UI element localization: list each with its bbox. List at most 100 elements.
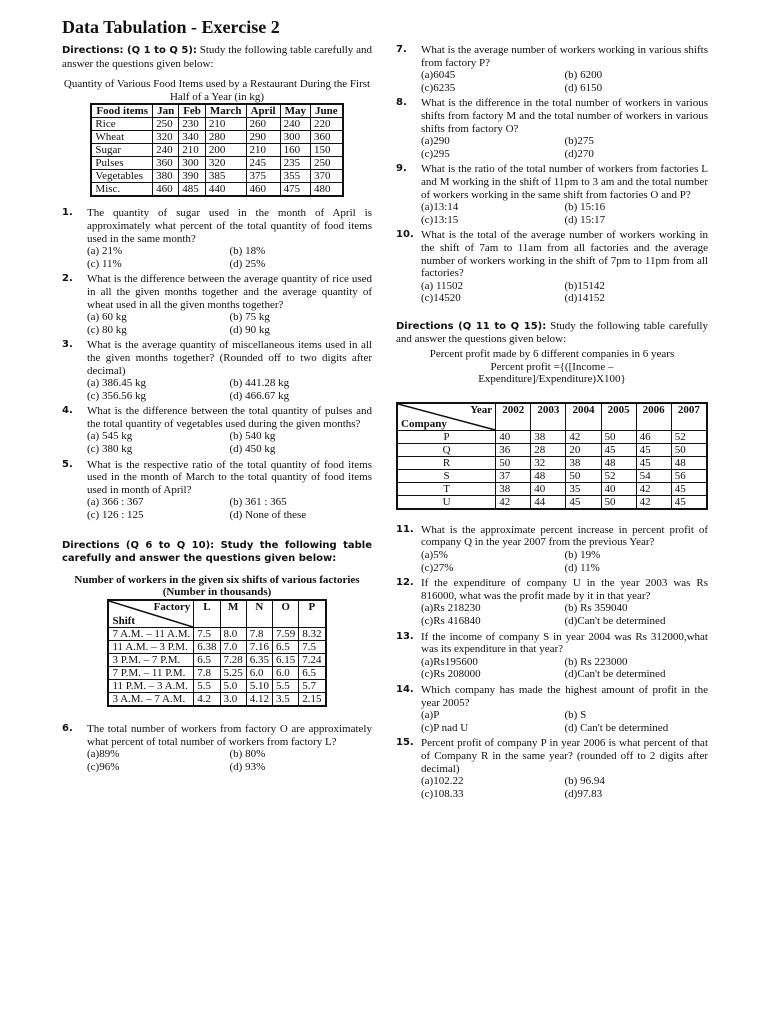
table-cell: 50 — [670, 442, 708, 457]
table-cell: 42 — [635, 481, 672, 496]
answer-option: (a) 366 : 367 — [87, 496, 144, 509]
corner-cell: Factory Shift — [107, 599, 195, 628]
table-cell: 3.0 — [219, 692, 247, 707]
question-number: 14. — [396, 683, 414, 695]
corner-bottom: Company — [401, 417, 447, 430]
question: 7. What is the average number of workers … — [396, 44, 708, 94]
table-cell: 375 — [245, 169, 281, 184]
column-header: May — [279, 103, 311, 119]
answer-option: (b) 18% — [229, 245, 266, 258]
answer-option: (b) 441.28 kg — [229, 377, 290, 390]
question: 5. What is the respective ratio of the to… — [62, 459, 372, 522]
table-cell: 5.7 — [298, 679, 327, 693]
question-text: What is the difference between the total… — [87, 405, 372, 430]
question-body: What is the average number of workers wo… — [421, 44, 708, 94]
table-cell: 7.8 — [245, 627, 274, 641]
table-cell: 36 — [495, 442, 532, 457]
question: 9. What is the ratio of the total number … — [396, 163, 708, 226]
question-body: What is the ratio of the total number of… — [421, 163, 708, 226]
table-cell: 210 — [204, 117, 247, 132]
directions-label: Directions: (Q 1 to Q 5): — [62, 45, 197, 56]
table-row: 11 P.M. – 3 A.M. 5.5 5.0 5.10 5.5 5.7 — [107, 679, 327, 693]
table-cell: 385 — [204, 169, 247, 184]
column-header: O — [272, 599, 300, 628]
answer-option: (c)295 — [421, 147, 450, 160]
directions-text: Study the following table carefully and … — [62, 44, 372, 70]
row-label: 3 P.M. – 7 P.M. — [107, 653, 195, 667]
question-body: What is the difference between the total… — [87, 405, 372, 455]
column-header: 2006 — [635, 402, 672, 431]
table-cell: 42 — [565, 429, 602, 444]
question-text: What is the difference in the total numb… — [421, 97, 708, 135]
answer-option: (b) 6200 — [564, 69, 603, 82]
table-cell: 370 — [309, 169, 344, 184]
table-cell: 40 — [530, 481, 567, 496]
answer-option: (b) 75 kg — [229, 311, 270, 324]
table-cell: 7.8 — [193, 666, 221, 680]
question-number: 10. — [396, 229, 414, 241]
corner-header: Factory Shift — [109, 601, 193, 627]
answer-option: (c) 126 : 125 — [87, 509, 144, 522]
data-table: Food items Jan Feb March April May June Rice 250… — [90, 103, 344, 198]
question: 3. What is the average quantity of miscel… — [62, 339, 372, 402]
question: 4. What is the difference between the tot… — [62, 405, 372, 455]
table-cell: 40 — [495, 429, 532, 444]
right-column: 7. What is the average number of workers … — [396, 44, 708, 803]
table-cell: 50 — [600, 494, 637, 510]
question-number: 4. — [62, 405, 73, 417]
table-row: Rice 250 230 210 260 240 220 — [90, 117, 344, 132]
question-body: What is the respective ratio of the tota… — [87, 459, 372, 522]
row-label: Sugar — [90, 143, 154, 158]
answer-option: (b) 361 : 365 — [229, 496, 287, 509]
answer-option: (d)Can't be determined — [564, 615, 666, 627]
answer-option: (a) 11502 — [421, 279, 464, 292]
answer-option: (d) 450 kg — [229, 443, 276, 456]
question-number: 3. — [62, 339, 73, 351]
left-column: Directions: (Q 1 to Q 5): Study the foll… — [62, 44, 372, 776]
column-header: 2003 — [530, 402, 567, 431]
question: 10. What is the total of the average numb… — [396, 229, 708, 305]
row-label: Q — [396, 442, 497, 457]
answer-option: (a)89% — [87, 748, 120, 761]
table-caption: Quantity of Various Food Items used by a… — [63, 78, 371, 103]
answer-option: (d) 15:17 — [564, 213, 606, 226]
table-cell: 440 — [204, 182, 247, 197]
table-cell: 210 — [245, 143, 281, 158]
column-header: Feb — [178, 103, 206, 119]
column-header: 2007 — [670, 402, 708, 431]
answer-option: (a)13:14 — [421, 201, 459, 214]
question-number: 2. — [62, 273, 73, 285]
question: 2. What is the difference between the ave… — [62, 273, 372, 336]
table-cell: 240 — [152, 143, 180, 158]
answer-option: (c) 356.56 kg — [87, 389, 146, 402]
question-text: What is the approximate percent increase… — [421, 523, 708, 549]
table-row: Misc. 460 485 440 460 475 480 — [90, 182, 344, 197]
answer-option: (b) Rs 359040 — [564, 602, 628, 615]
answer-option: (c)6235 — [421, 81, 456, 94]
header-row: Year Company 2002 2003 2004 2005 2006 2007 — [396, 402, 708, 431]
table-cell: 160 — [279, 143, 311, 158]
table-cell: 8.0 — [219, 627, 247, 641]
table-subcaption: (Number in thousands) — [162, 586, 272, 599]
table-cell: 7.5 — [193, 627, 221, 641]
data-table: Year Company 2002 2003 2004 2005 2006 2007 P 40 38… — [396, 401, 708, 510]
table-cell: 38 — [530, 429, 567, 444]
question: 1. The quantity of sugar used in the mont… — [62, 207, 372, 270]
answer-options: (a) 11502 (b)15142 (c)14520 (d)14152 — [421, 280, 708, 305]
answer-option: (a)Rs195600 — [421, 655, 478, 668]
answer-options: (a)89% (b) 80% (c)96% (d) 93% — [87, 748, 372, 773]
table-cell: 48 — [600, 455, 637, 470]
answer-option: (d)270 — [564, 147, 594, 160]
answer-option: (c)Rs 208000 — [421, 668, 481, 681]
diagonal-line — [398, 404, 495, 430]
row-label: 3 A.M. – 7 A.M. — [107, 692, 195, 707]
corner-header: Year Company — [398, 403, 495, 430]
question: 15. Percent profit of company P in year 2… — [396, 737, 708, 800]
answer-options: (a)Rs195600 (b) Rs 223000 (c)Rs 208000 (d)C… — [421, 656, 708, 681]
table-cell: 5.5 — [272, 679, 300, 693]
answer-option: (b) 540 kg — [229, 430, 276, 443]
answer-option: (a) 21% — [87, 245, 123, 258]
directions: Directions (Q 6 to Q 10): Study the foll… — [62, 539, 372, 566]
answer-option: (d) Can't be determined — [564, 721, 669, 734]
question-text: What is the difference between the avera… — [87, 273, 372, 311]
